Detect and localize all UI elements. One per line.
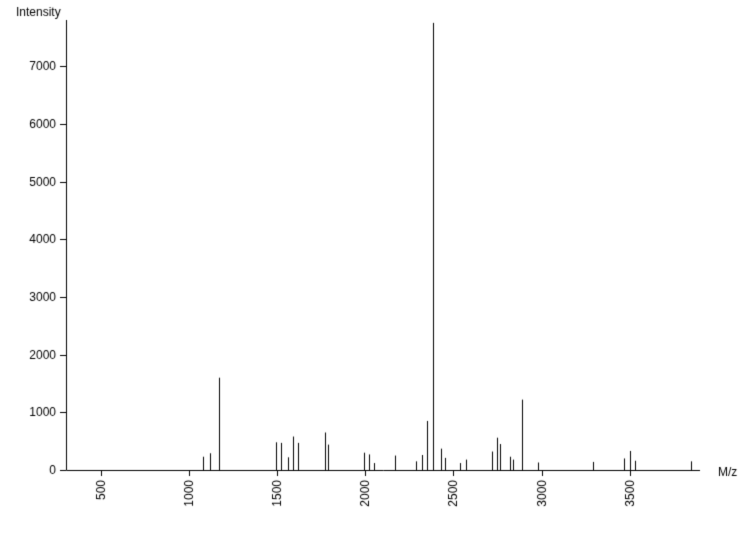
mass-spectrum-chart — [0, 0, 750, 540]
